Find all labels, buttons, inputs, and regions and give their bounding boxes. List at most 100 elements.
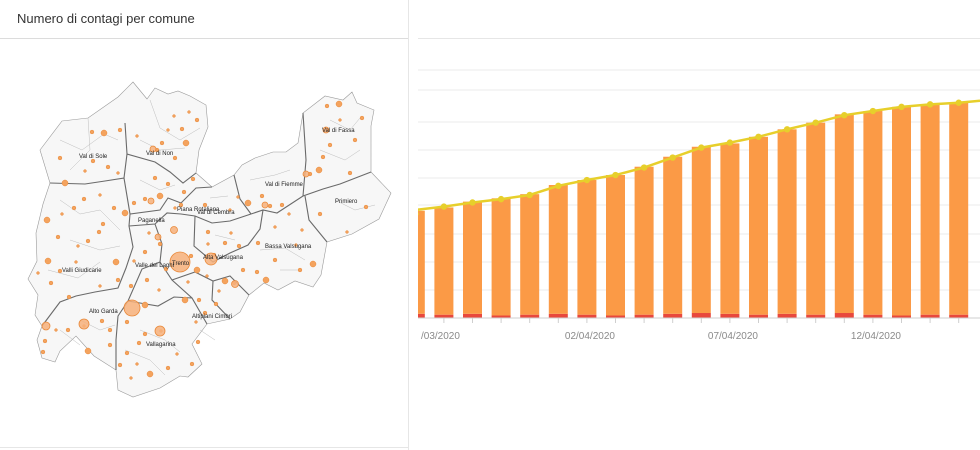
infection-marker[interactable] [57,155,63,161]
infection-marker[interactable] [175,352,179,356]
infection-marker[interactable] [206,242,210,246]
infection-marker[interactable] [179,126,185,132]
infection-marker[interactable] [181,189,187,195]
infection-marker-large[interactable] [204,252,218,266]
infection-marker[interactable] [259,193,265,199]
infection-marker[interactable] [129,376,133,380]
trend-point[interactable] [526,191,533,199]
infection-marker[interactable] [83,169,87,173]
bar-segment-top[interactable] [863,111,883,315]
infection-marker[interactable] [294,243,298,247]
bar-segment-top[interactable] [434,207,454,315]
infection-marker-large[interactable] [154,325,166,337]
infection-marker[interactable] [262,276,270,284]
infection-marker[interactable] [141,301,149,309]
infection-marker[interactable] [345,230,349,234]
trend-point[interactable] [669,154,676,161]
bar-segment-top[interactable] [663,156,683,314]
infection-marker[interactable] [85,238,91,244]
infection-marker[interactable] [74,260,78,264]
infection-marker-large[interactable] [302,170,310,178]
infection-marker[interactable] [96,229,102,235]
infection-marker[interactable] [57,268,63,274]
infection-marker[interactable] [195,339,201,345]
infection-marker[interactable] [236,195,240,199]
infection-marker[interactable] [44,257,52,265]
infection-marker[interactable] [163,266,169,272]
trend-point[interactable] [497,195,505,203]
infection-marker[interactable] [202,202,208,208]
infection-marker[interactable] [55,234,61,240]
trend-point[interactable] [755,133,762,140]
infection-marker[interactable] [193,266,201,274]
infection-marker[interactable] [117,127,123,133]
infection-marker-large[interactable] [170,226,178,234]
infection-marker[interactable] [90,158,96,164]
infection-marker[interactable] [182,139,190,147]
infection-marker[interactable] [121,209,129,217]
bar-segment-bottom[interactable] [434,314,454,318]
trend-point[interactable] [612,171,619,179]
infection-marker[interactable] [335,100,343,108]
trend-point[interactable] [926,101,934,108]
bar-segment-bottom[interactable] [548,313,568,318]
infection-marker-large[interactable] [147,197,155,205]
bar-segment-top[interactable] [463,201,482,314]
infection-marker[interactable] [61,179,69,187]
trend-point[interactable] [640,164,648,171]
infection-marker[interactable] [165,365,171,371]
infection-marker-large[interactable] [261,201,269,209]
infection-marker[interactable] [112,258,120,266]
infection-marker[interactable] [135,362,139,366]
infection-marker[interactable] [173,206,177,210]
infection-marker[interactable] [229,231,233,235]
bar-segment-top[interactable] [691,146,711,314]
infection-marker[interactable] [156,192,164,200]
infection-marker[interactable] [213,301,219,307]
infection-marker[interactable] [152,175,158,181]
bar-segment-bottom[interactable] [863,314,883,318]
infection-marker[interactable] [352,137,358,143]
bar-segment-top[interactable] [806,122,826,315]
bar-segment-top[interactable] [749,136,768,315]
bar-segment-bottom[interactable] [691,313,711,318]
infection-marker[interactable] [76,244,80,248]
bar-segment-bottom[interactable] [520,314,540,318]
trentino-map[interactable]: Val di Sole Val di Non Val di Fassa Val … [0,39,408,409]
bar-segment-top[interactable] [720,143,740,314]
infection-marker-large[interactable] [149,145,157,153]
infection-marker[interactable] [359,115,365,121]
bar-segment-bottom[interactable] [892,315,911,318]
trend-point[interactable] [841,111,848,119]
infection-marker[interactable] [202,310,208,316]
trend-point[interactable] [418,207,419,213]
bar-segment-bottom[interactable] [920,314,940,318]
chart-bars[interactable] [418,102,969,318]
infection-marker[interactable] [189,361,195,367]
trend-point[interactable] [726,139,734,146]
infection-marker[interactable] [142,196,148,202]
infection-marker[interactable] [147,231,151,235]
trend-point[interactable] [898,103,905,111]
trend-point[interactable] [440,203,448,210]
infection-marker-large[interactable] [154,233,162,241]
trend-point[interactable] [783,126,791,133]
contagi-chart[interactable]: /03/2020 02/04/2020 07/04/2020 12/04/2020 [418,0,980,450]
infection-marker[interactable] [267,203,273,209]
bar-segment-top[interactable] [634,166,654,315]
infection-marker[interactable] [48,280,54,286]
infection-marker[interactable] [146,370,154,378]
infection-marker[interactable] [222,240,228,246]
bar-segment-top[interactable] [418,210,425,314]
infection-marker[interactable] [135,134,139,138]
bar-segment-top[interactable] [777,129,797,314]
infection-marker[interactable] [117,362,123,368]
infection-marker[interactable] [320,154,326,160]
infection-marker[interactable] [131,200,137,206]
trend-point[interactable] [555,182,562,190]
infection-marker[interactable] [142,249,148,255]
infection-marker[interactable] [188,253,194,259]
infection-marker[interactable] [89,129,95,135]
bar-segment-bottom[interactable] [777,313,797,318]
trend-point[interactable] [583,176,591,184]
